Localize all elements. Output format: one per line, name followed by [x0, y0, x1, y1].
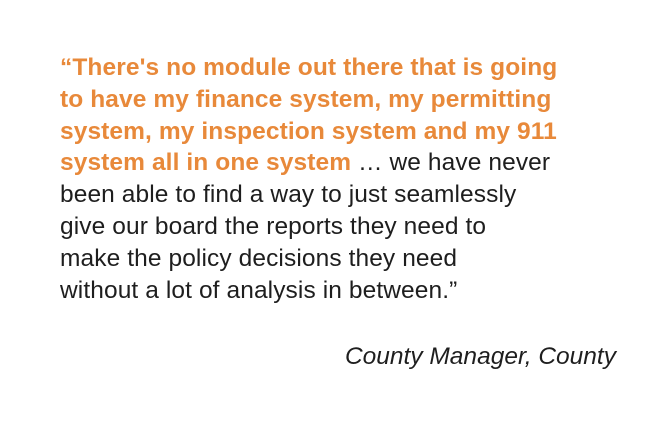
quote-line: make the policy decisions they need	[60, 243, 620, 275]
quote-text: “There's no module out there that is goi…	[60, 52, 620, 306]
quote-body: been able to find a way to just seamless…	[60, 181, 517, 209]
quote-body: without a lot of analysis in between.”	[60, 276, 458, 304]
quote-highlight: “There's no module out there that is goi…	[60, 54, 558, 81]
quote-line: system all in one system … we have never	[60, 147, 620, 179]
quote-attribution: County Manager, County	[344, 343, 616, 370]
quote-highlight: system all in one system	[60, 149, 352, 177]
quote-line: “There's no module out there that is goi…	[60, 52, 620, 84]
quote-line: been able to find a way to just seamless…	[60, 179, 620, 211]
quote-body: … we have never	[351, 149, 551, 177]
quote-line: without a lot of analysis in between.”	[60, 275, 620, 307]
quote-line: give our board the reports they need to	[60, 211, 620, 243]
quote-line: system, my inspection system and my 911	[60, 116, 620, 148]
quote-body: give our board the reports they need to	[60, 212, 487, 240]
quote-body: make the policy decisions they need	[60, 244, 458, 272]
quote-highlight: to have my finance system, my permitting	[60, 85, 552, 113]
quote-highlight: system, my inspection system and my 911	[60, 117, 557, 145]
quote-line: to have my finance system, my permitting	[60, 84, 620, 116]
